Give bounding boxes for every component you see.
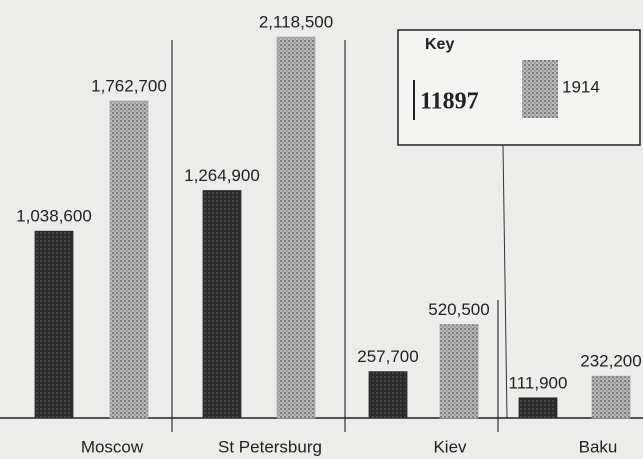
bar (276, 36, 316, 419)
bar (439, 323, 479, 419)
bar (202, 190, 242, 419)
legend-title: Key (425, 36, 454, 53)
value-label: 2,118,500 (259, 12, 333, 31)
x-tick-label: Kiev (433, 437, 467, 456)
key-stem (502, 144, 508, 419)
x-tick-label: St Petersburg (218, 437, 322, 456)
value-label: 1,038,600 (16, 207, 92, 226)
legend-box (397, 29, 641, 146)
value-label: 1,264,900 (184, 166, 260, 185)
bar (368, 371, 408, 419)
bar (34, 230, 74, 419)
legend-label: 11897 (420, 89, 479, 115)
value-label: 257,700 (357, 347, 418, 366)
x-tick-label: Moscow (81, 437, 144, 456)
x-tick-label: Baku (579, 437, 618, 456)
value-label: 232,200 (580, 352, 641, 371)
legend-swatch (522, 60, 558, 118)
legend-label: 1914 (562, 77, 600, 96)
bar (109, 100, 149, 419)
value-label: 520,500 (428, 300, 489, 319)
bar (518, 397, 558, 419)
bar (591, 375, 631, 419)
value-label: 1,762,700 (91, 76, 167, 95)
value-label: 111,900 (509, 373, 568, 392)
legend: Key 11897 1914 (397, 29, 641, 146)
